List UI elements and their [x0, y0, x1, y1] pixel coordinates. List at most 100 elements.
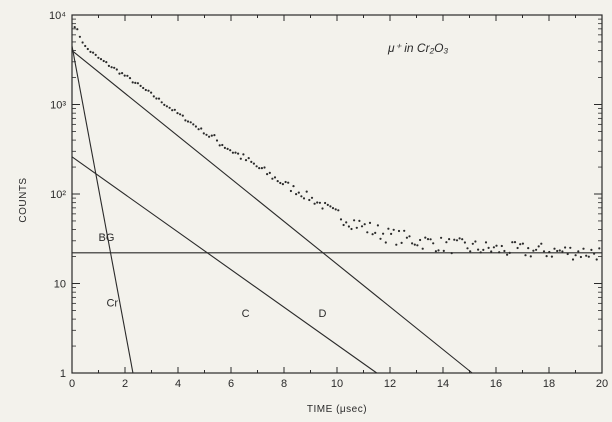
data-point	[184, 119, 187, 122]
data-point	[411, 242, 414, 245]
data-point	[289, 189, 292, 193]
data-point	[582, 247, 585, 250]
x-tick-label: 18	[543, 378, 555, 390]
data-point	[316, 201, 319, 204]
data-point	[126, 74, 129, 77]
data-point	[202, 132, 205, 135]
x-tick-label: 0	[69, 378, 75, 390]
data-point	[471, 242, 474, 245]
component-lines	[71, 45, 602, 374]
data-point	[266, 173, 269, 176]
data-point	[587, 255, 590, 258]
data-point	[139, 84, 142, 87]
data-point	[260, 167, 263, 170]
data-point	[455, 239, 459, 242]
data-point	[434, 250, 437, 253]
data-point	[157, 97, 161, 100]
data-point	[440, 236, 443, 239]
data-point	[142, 86, 145, 90]
data-point	[463, 241, 466, 244]
data-point	[527, 247, 530, 250]
data-point	[445, 241, 448, 244]
data-point	[118, 72, 121, 75]
data-point	[258, 167, 261, 170]
data-point	[78, 35, 81, 38]
y-tick-label: 10⁴	[49, 10, 66, 22]
data-point	[397, 229, 401, 233]
data-point	[403, 229, 406, 232]
data-point	[550, 255, 554, 258]
data-point	[495, 244, 498, 247]
data-point	[432, 242, 435, 245]
data-point	[99, 58, 103, 61]
x-tick-label: 16	[490, 378, 502, 390]
data-point	[590, 248, 593, 251]
data-point	[197, 128, 200, 131]
data-point	[490, 250, 493, 253]
data-point	[237, 152, 240, 155]
data-point	[324, 201, 327, 205]
data-point	[213, 134, 216, 137]
data-point	[279, 181, 282, 185]
data-point	[461, 238, 464, 241]
data-point	[331, 207, 335, 210]
data-point	[569, 246, 572, 249]
data-point	[421, 247, 424, 250]
data-point	[498, 251, 501, 254]
data-point	[553, 247, 556, 250]
data-point	[84, 44, 87, 48]
data-point	[284, 180, 287, 184]
data-point	[368, 221, 372, 224]
x-tick-label: 4	[175, 378, 181, 390]
data-point	[466, 247, 469, 250]
data-point	[229, 149, 232, 152]
data-point	[400, 241, 403, 244]
data-point	[487, 246, 490, 249]
data-point	[302, 197, 306, 200]
data-point	[484, 241, 488, 244]
line-c	[71, 156, 378, 374]
data-point	[97, 56, 100, 59]
data-point	[215, 139, 219, 142]
y-tick-label: 10	[54, 279, 66, 291]
data-point	[585, 254, 588, 257]
data-point	[128, 77, 132, 80]
data-point	[339, 218, 343, 221]
data-point	[239, 157, 242, 160]
data-point	[221, 143, 224, 147]
data-point	[345, 221, 348, 224]
data-point	[223, 146, 226, 149]
data-point	[469, 250, 472, 253]
data-point	[210, 134, 213, 137]
data-point	[524, 254, 527, 257]
data-point	[244, 159, 248, 162]
data-point	[76, 28, 79, 31]
data-point	[318, 201, 321, 204]
data-point	[442, 249, 445, 252]
data-point	[192, 123, 195, 126]
line-cr	[71, 45, 134, 374]
x-tick-label: 6	[228, 378, 234, 390]
data-point	[395, 243, 398, 246]
data-point	[535, 248, 538, 251]
data-point	[200, 127, 203, 130]
data-point	[297, 191, 300, 194]
data-point	[102, 59, 105, 63]
y-tick-label: 1	[60, 368, 66, 380]
data-point	[516, 246, 519, 250]
label-d: D	[318, 308, 326, 320]
data-point	[176, 112, 179, 115]
data-point	[561, 250, 564, 253]
data-point	[376, 224, 379, 227]
data-point	[437, 249, 440, 252]
data-point	[566, 252, 569, 256]
data-point	[564, 246, 567, 249]
data-point	[123, 74, 126, 77]
data-point	[366, 231, 369, 234]
data-point	[173, 108, 176, 111]
x-tick-label: 14	[437, 378, 449, 390]
x-tick-label: 12	[384, 378, 396, 390]
data-point	[271, 177, 274, 180]
